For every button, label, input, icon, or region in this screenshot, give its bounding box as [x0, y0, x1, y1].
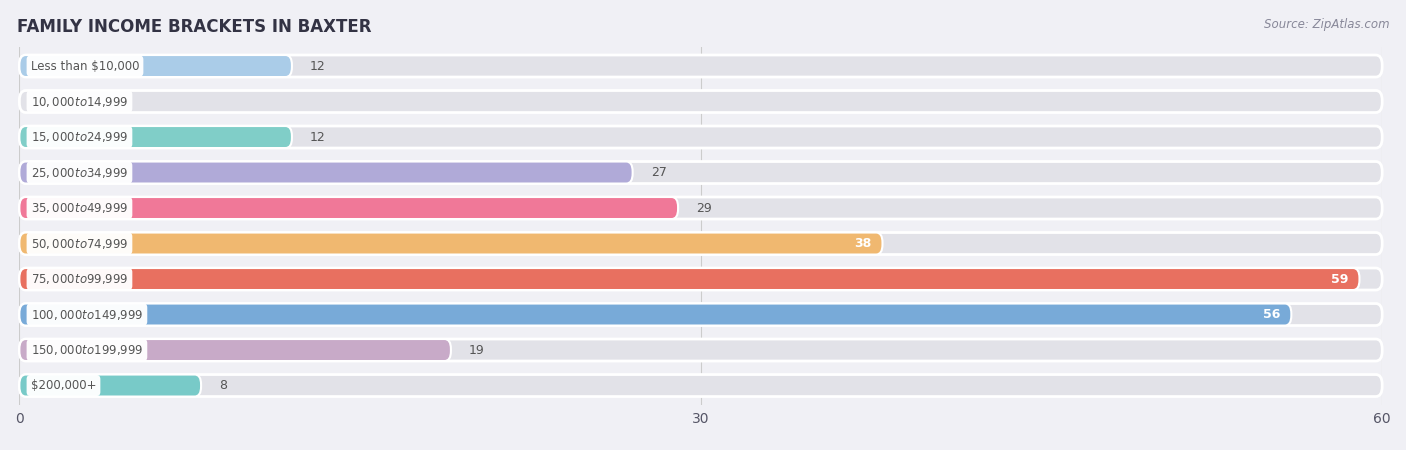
Text: 12: 12: [311, 59, 326, 72]
Text: 29: 29: [696, 202, 711, 215]
FancyBboxPatch shape: [20, 339, 451, 361]
FancyBboxPatch shape: [20, 374, 1382, 396]
Text: 0: 0: [38, 95, 45, 108]
Text: $75,000 to $99,999: $75,000 to $99,999: [31, 272, 128, 286]
Text: 27: 27: [651, 166, 666, 179]
Text: 12: 12: [311, 130, 326, 144]
Text: $50,000 to $74,999: $50,000 to $74,999: [31, 237, 128, 251]
FancyBboxPatch shape: [20, 268, 1360, 290]
Text: $200,000+: $200,000+: [31, 379, 96, 392]
FancyBboxPatch shape: [20, 55, 1382, 77]
FancyBboxPatch shape: [20, 233, 1382, 255]
Text: 38: 38: [853, 237, 872, 250]
Text: Less than $10,000: Less than $10,000: [31, 59, 139, 72]
FancyBboxPatch shape: [20, 303, 1291, 325]
Text: 8: 8: [219, 379, 228, 392]
Text: $100,000 to $149,999: $100,000 to $149,999: [31, 307, 143, 322]
Text: $25,000 to $34,999: $25,000 to $34,999: [31, 166, 128, 180]
FancyBboxPatch shape: [20, 268, 1382, 290]
Text: 19: 19: [470, 343, 485, 356]
FancyBboxPatch shape: [20, 162, 633, 184]
Text: FAMILY INCOME BRACKETS IN BAXTER: FAMILY INCOME BRACKETS IN BAXTER: [17, 18, 371, 36]
Text: $10,000 to $14,999: $10,000 to $14,999: [31, 94, 128, 108]
FancyBboxPatch shape: [20, 339, 1382, 361]
FancyBboxPatch shape: [20, 126, 292, 148]
Text: 59: 59: [1330, 273, 1348, 286]
Text: 56: 56: [1263, 308, 1279, 321]
Text: $15,000 to $24,999: $15,000 to $24,999: [31, 130, 128, 144]
FancyBboxPatch shape: [20, 162, 1382, 184]
FancyBboxPatch shape: [20, 197, 678, 219]
Text: $35,000 to $49,999: $35,000 to $49,999: [31, 201, 128, 215]
FancyBboxPatch shape: [20, 233, 883, 255]
FancyBboxPatch shape: [20, 55, 292, 77]
Text: Source: ZipAtlas.com: Source: ZipAtlas.com: [1264, 18, 1389, 31]
FancyBboxPatch shape: [20, 303, 1382, 325]
FancyBboxPatch shape: [20, 374, 201, 396]
FancyBboxPatch shape: [20, 90, 1382, 112]
Text: $150,000 to $199,999: $150,000 to $199,999: [31, 343, 143, 357]
FancyBboxPatch shape: [20, 197, 1382, 219]
FancyBboxPatch shape: [20, 126, 1382, 148]
